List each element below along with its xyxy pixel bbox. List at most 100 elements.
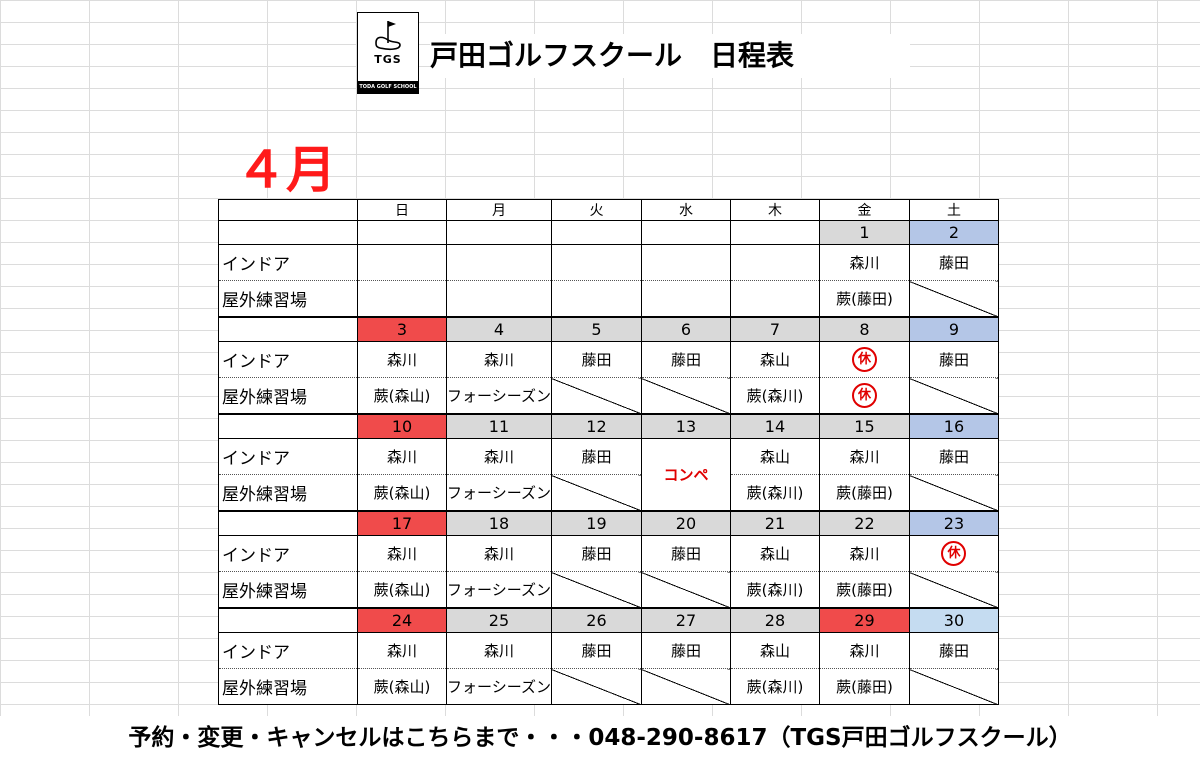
date-cell xyxy=(729,220,820,245)
date-cell: 29 xyxy=(818,607,910,633)
date-cell: 14 xyxy=(729,413,820,439)
date-cell: 27 xyxy=(640,607,731,633)
outdoor-row-label: 屋外練習場 xyxy=(218,377,358,415)
indoor-instructor-cell: 藤田 xyxy=(908,244,999,281)
outdoor-instructor-cell: 蕨(森川) xyxy=(729,571,820,609)
month-heading: ４月 xyxy=(236,141,336,199)
indoor-instructor-cell: 森川 xyxy=(357,535,447,572)
indoor-instructor-cell: 森川 xyxy=(446,341,552,378)
indoor-instructor-cell: 森川 xyxy=(446,438,552,475)
no-session-cell xyxy=(550,571,642,609)
date-row-label xyxy=(218,413,358,439)
indoor-instructor-cell: 森川 xyxy=(357,438,447,475)
indoor-row-label: インドア xyxy=(218,632,358,669)
date-row-label xyxy=(218,510,358,536)
date-cell: 1 xyxy=(818,220,910,245)
indoor-row: インドア 森川 藤田 xyxy=(218,244,999,281)
indoor-instructor-cell: 森川 xyxy=(446,632,552,669)
outdoor-instructor-cell: 蕨(森川) xyxy=(729,377,820,415)
outdoor-instructor-cell: 蕨(森山) xyxy=(357,377,447,415)
indoor-instructor-cell: 藤田 xyxy=(550,438,642,475)
date-cell: 16 xyxy=(908,413,999,439)
date-cell: 13 xyxy=(640,413,731,439)
outdoor-row: 屋外練習場 蕨(森山) フォーシーズン 蕨(森川) 休 xyxy=(218,377,999,415)
indoor-row-label: インドア xyxy=(218,244,358,281)
closed-cell: 休 xyxy=(818,377,910,415)
no-session-cell xyxy=(550,377,642,415)
outdoor-row-label: 屋外練習場 xyxy=(218,668,358,705)
weekday-header: 水 xyxy=(640,199,731,221)
weekday-header: 木 xyxy=(729,199,820,221)
closed-cell: 休 xyxy=(908,535,999,572)
indoor-instructor-cell xyxy=(729,244,820,281)
school-logo: TGS TODA GOLF SCHOOL xyxy=(357,12,419,94)
date-cell: 26 xyxy=(550,607,642,633)
date-cell: 18 xyxy=(446,510,552,536)
outdoor-instructor-cell: 蕨(森山) xyxy=(357,571,447,609)
date-cell: 2 xyxy=(908,220,999,245)
golf-flag-icon xyxy=(375,21,401,51)
indoor-instructor-cell: 森川 xyxy=(357,632,447,669)
date-cell: 23 xyxy=(908,510,999,536)
date-cell: 9 xyxy=(908,316,999,342)
date-cell: 5 xyxy=(550,316,642,342)
date-cell: 21 xyxy=(729,510,820,536)
indoor-instructor-cell: 森川 xyxy=(818,244,910,281)
no-session-cell xyxy=(908,474,999,512)
indoor-instructor-cell: 森川 xyxy=(818,438,910,475)
date-cell: 15 xyxy=(818,413,910,439)
date-cell xyxy=(357,220,447,245)
no-session-cell xyxy=(640,668,731,705)
no-session-cell xyxy=(640,377,731,415)
outdoor-row: 屋外練習場 蕨(森山) フォーシーズン 蕨(森川) 蕨(藤田) xyxy=(218,474,999,512)
date-row-label xyxy=(218,220,358,245)
indoor-instructor-cell: 森山 xyxy=(729,341,820,378)
date-cell: 12 xyxy=(550,413,642,439)
indoor-instructor-cell: 森山 xyxy=(729,632,820,669)
weekday-header: 土 xyxy=(908,199,999,221)
no-session-cell xyxy=(908,571,999,609)
indoor-instructor-cell: 藤田 xyxy=(908,438,999,475)
indoor-instructor-cell xyxy=(640,244,731,281)
date-row: 17 18 19 20 21 22 23 xyxy=(218,510,999,536)
weekday-header: 日 xyxy=(357,199,447,221)
indoor-instructor-cell: 藤田 xyxy=(550,341,642,378)
date-cell: 24 xyxy=(357,607,447,633)
outdoor-instructor-cell: フォーシーズン xyxy=(446,474,552,512)
indoor-instructor-cell: 森川 xyxy=(818,632,910,669)
outdoor-instructor-cell xyxy=(550,280,642,318)
date-row: 24 25 26 27 28 29 30 xyxy=(218,607,999,633)
outdoor-instructor-cell: 蕨(藤田) xyxy=(818,280,910,318)
date-cell: 22 xyxy=(818,510,910,536)
indoor-instructor-cell: 森川 xyxy=(357,341,447,378)
date-row-label xyxy=(218,607,358,633)
outdoor-instructor-cell xyxy=(640,280,731,318)
outdoor-row: 屋外練習場 蕨(藤田) xyxy=(218,280,999,318)
indoor-instructor-cell xyxy=(446,244,552,281)
outdoor-row-label: 屋外練習場 xyxy=(218,571,358,609)
no-session-cell xyxy=(550,668,642,705)
date-cell: 4 xyxy=(446,316,552,342)
indoor-row: インドア 森川 森川 藤田 藤田 森山 森川 藤田 xyxy=(218,632,999,669)
outdoor-instructor-cell: 蕨(藤田) xyxy=(818,571,910,609)
no-session-cell xyxy=(550,474,642,512)
indoor-instructor-cell xyxy=(357,244,447,281)
indoor-instructor-cell: 森川 xyxy=(818,535,910,572)
schedule-table: 日月火水木金土 1 2 インドア 森川 藤田 屋外練習場 蕨(藤田) 3 4 5 6 7 8 9 インドア 森川… xyxy=(218,199,999,705)
indoor-row-label: インドア xyxy=(218,341,358,378)
outdoor-instructor-cell: 蕨(森山) xyxy=(357,668,447,705)
indoor-instructor-cell: 藤田 xyxy=(640,341,731,378)
indoor-row: インドア 森川 森川 藤田 藤田 森山休藤田 xyxy=(218,341,999,378)
outdoor-instructor-cell: 蕨(森川) xyxy=(729,474,820,512)
outdoor-instructor-cell xyxy=(357,280,447,318)
closed-mark-icon: 休 xyxy=(941,541,967,566)
outdoor-row-label: 屋外練習場 xyxy=(218,280,358,318)
indoor-row-label: インドア xyxy=(218,438,358,475)
outdoor-instructor-cell xyxy=(446,280,552,318)
no-session-cell xyxy=(908,377,999,415)
date-cell: 6 xyxy=(640,316,731,342)
date-row-label xyxy=(218,316,358,342)
date-cell: 11 xyxy=(446,413,552,439)
corner-cell xyxy=(218,199,358,221)
